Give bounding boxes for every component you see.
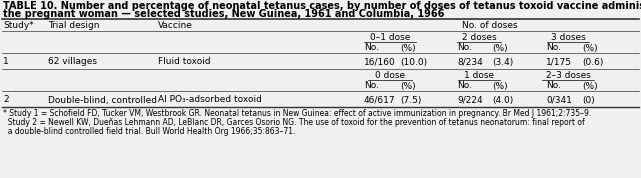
Text: TABLE 10. Number and percentage of neonatal tetanus cases, by number of doses of: TABLE 10. Number and percentage of neona… — [3, 1, 641, 11]
Text: (4.0): (4.0) — [492, 96, 513, 104]
Text: (7.5): (7.5) — [400, 96, 421, 104]
Text: (%): (%) — [400, 82, 415, 90]
Text: No.: No. — [546, 82, 561, 90]
Text: No. of doses: No. of doses — [462, 22, 518, 30]
Text: the pregnant woman — selected studies, New Guinea, 1961 and Columbia, 1966: the pregnant woman — selected studies, N… — [3, 9, 444, 19]
Text: No.: No. — [546, 43, 561, 53]
Text: (10.0): (10.0) — [400, 57, 427, 67]
Text: (%): (%) — [492, 43, 508, 53]
Text: 62 villages: 62 villages — [48, 57, 97, 67]
Text: Vaccine: Vaccine — [158, 22, 193, 30]
Text: Trial design: Trial design — [48, 22, 99, 30]
Text: No.: No. — [364, 43, 379, 53]
Text: 2: 2 — [3, 96, 8, 104]
Text: 1: 1 — [3, 57, 9, 67]
Text: Fluid toxoid: Fluid toxoid — [158, 57, 211, 67]
Text: a double-blind controlled field trial. Bull World Health Org 1966;35:863–71.: a double-blind controlled field trial. B… — [3, 127, 296, 136]
Text: (3.4): (3.4) — [492, 57, 513, 67]
Text: 1 dose: 1 dose — [464, 72, 494, 80]
Text: (0): (0) — [582, 96, 595, 104]
Text: 2–3 doses: 2–3 doses — [545, 72, 590, 80]
Text: * Study 1 = Schofield FD, Tucker VM, Westbrook GR. Neonatal tetanus in New Guine: * Study 1 = Schofield FD, Tucker VM, Wes… — [3, 109, 591, 118]
Text: No.: No. — [457, 82, 472, 90]
Text: 9/224: 9/224 — [457, 96, 483, 104]
Text: 8/234: 8/234 — [457, 57, 483, 67]
Text: Al PO₃-adsorbed toxoid: Al PO₃-adsorbed toxoid — [158, 96, 262, 104]
Text: 16/160: 16/160 — [364, 57, 395, 67]
Text: 2 doses: 2 doses — [462, 33, 496, 43]
Text: 46/617: 46/617 — [364, 96, 395, 104]
Text: (%): (%) — [582, 82, 597, 90]
Text: Study 2 = Newell KW, Dueñas Lehmann AD, LeBlanc DR, Garces Osorio NG. The use of: Study 2 = Newell KW, Dueñas Lehmann AD, … — [3, 118, 585, 127]
Text: 0/341: 0/341 — [546, 96, 572, 104]
Text: Study*: Study* — [3, 22, 34, 30]
Text: 0–1 dose: 0–1 dose — [370, 33, 410, 43]
Text: 1/175: 1/175 — [546, 57, 572, 67]
Text: 3 doses: 3 doses — [551, 33, 585, 43]
Text: 0 dose: 0 dose — [375, 72, 405, 80]
Text: (0.6): (0.6) — [582, 57, 603, 67]
Text: No.: No. — [364, 82, 379, 90]
Text: (%): (%) — [400, 43, 415, 53]
Text: No.: No. — [457, 43, 472, 53]
Text: Double-blind, controlled: Double-blind, controlled — [48, 96, 157, 104]
Text: (%): (%) — [582, 43, 597, 53]
Text: (%): (%) — [492, 82, 508, 90]
